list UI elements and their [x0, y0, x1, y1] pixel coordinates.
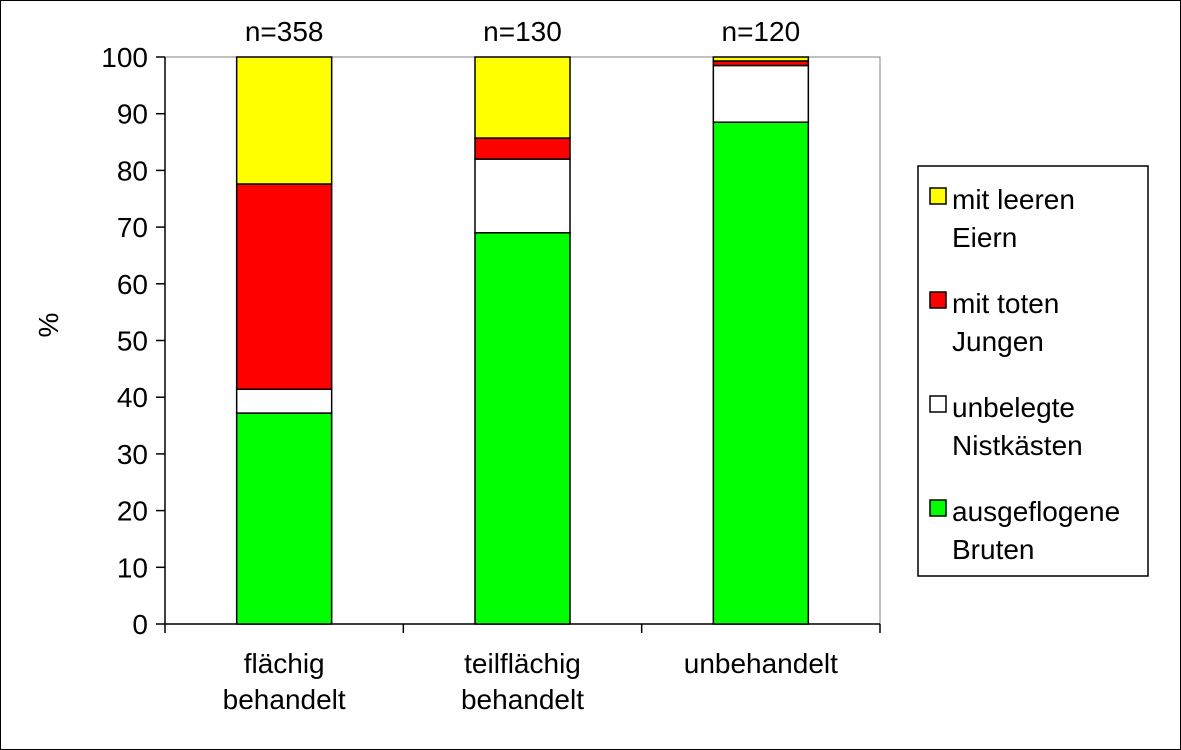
bar-segment [712, 121, 810, 625]
y-tick-label: 30 [117, 439, 148, 470]
bar-segment [712, 56, 810, 62]
y-tick-label: 10 [117, 552, 148, 583]
legend-swatch [929, 395, 947, 413]
legend-label: unbelegte [952, 392, 1075, 423]
sample-size-label: n=130 [483, 16, 562, 47]
bar-segment [474, 232, 571, 625]
legend-box [917, 165, 1149, 577]
legend-swatch [929, 187, 947, 205]
bar-segment [474, 158, 571, 234]
y-tick-label: 70 [117, 212, 148, 243]
sample-size-label: n=120 [722, 16, 801, 47]
y-tick-label: 90 [117, 99, 148, 130]
y-axis-label: % [33, 313, 64, 338]
bar-segment [235, 183, 333, 391]
x-tick-label: unbehandelt [684, 648, 838, 679]
y-tick-label: 20 [117, 496, 148, 527]
x-tick-label: teilflächig [464, 648, 581, 679]
legend-swatch [929, 291, 947, 309]
legend-label: Eiern [952, 222, 1017, 253]
bar-segment [235, 56, 333, 185]
x-tick-label: behandelt [461, 684, 584, 715]
y-tick-label: 50 [117, 326, 148, 357]
legend-label: mit toten [952, 288, 1059, 319]
y-tick-label: 40 [117, 382, 148, 413]
bar-segment [235, 412, 333, 625]
x-tick-label: flächig [244, 648, 325, 679]
legend-label: mit leeren [952, 184, 1075, 215]
bar-segment [235, 388, 333, 414]
legend-label: Bruten [952, 534, 1035, 565]
legend-swatch [929, 499, 947, 517]
y-tick-label: 100 [101, 42, 148, 73]
bar-segment [474, 56, 571, 139]
x-tick-label: behandelt [223, 684, 346, 715]
legend-label: Nistkästen [952, 430, 1083, 461]
sample-size-label: n=358 [245, 16, 324, 47]
bar-segment [712, 64, 810, 123]
legend-label: ausgeflogene [952, 496, 1120, 527]
legend-label: Jungen [952, 326, 1044, 357]
y-tick-label: 60 [117, 269, 148, 300]
bar-segment [474, 137, 571, 160]
y-tick-label: 0 [132, 609, 148, 640]
y-tick-label: 80 [117, 155, 148, 186]
